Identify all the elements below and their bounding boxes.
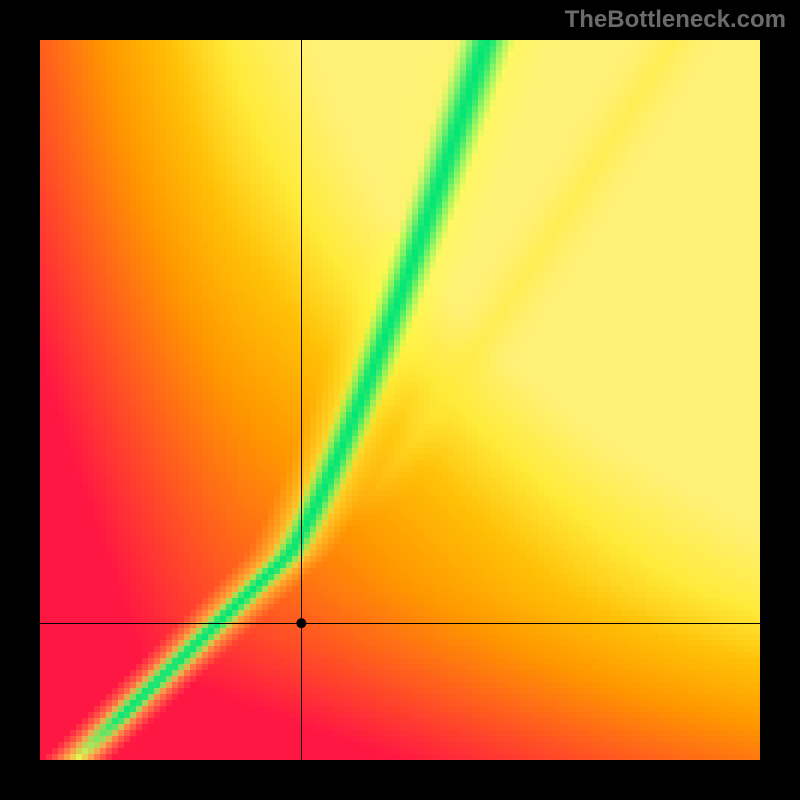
- bottleneck-heatmap: [40, 40, 760, 760]
- watermark-label: TheBottleneck.com: [565, 6, 786, 34]
